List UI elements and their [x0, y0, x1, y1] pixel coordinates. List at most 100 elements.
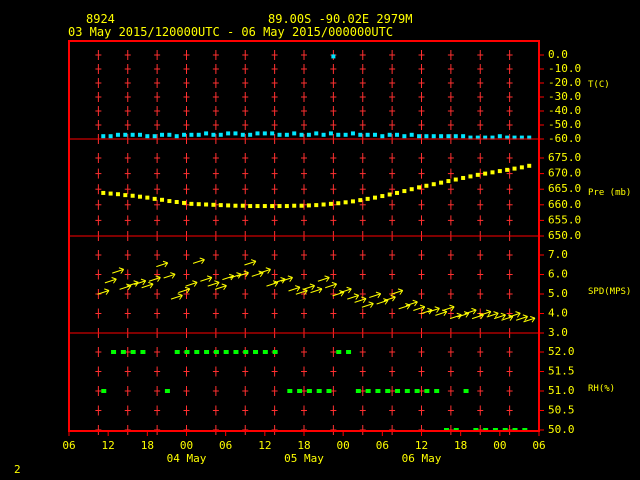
wind-arrow	[479, 309, 492, 317]
wind-arrow	[508, 311, 521, 318]
wind-arrow	[354, 296, 367, 304]
wind-arrow-head	[377, 293, 382, 299]
wind-arrow	[347, 293, 360, 300]
wind-arrow-head	[267, 269, 271, 274]
pressure-point	[270, 204, 275, 209]
temperature-point	[284, 132, 289, 137]
wind-arrow-head	[184, 286, 190, 290]
temperature-point	[343, 132, 348, 137]
temperature-point	[512, 135, 517, 140]
pressure-point	[101, 190, 106, 195]
wind-arrow-head	[480, 314, 484, 320]
wind-arrow	[339, 286, 352, 294]
rh-point	[233, 350, 239, 354]
wind-arrow-head	[265, 267, 271, 270]
rh-point	[434, 389, 440, 393]
pressure-point	[402, 189, 407, 194]
temperature-point	[358, 132, 363, 137]
y-tick-label: 665.0	[548, 182, 581, 195]
y-tick-label: -40.0	[548, 104, 581, 117]
wind-arrow-head	[192, 280, 198, 283]
wind-arrow-head	[206, 275, 212, 278]
rh-point	[111, 350, 117, 354]
wind-arrow-head	[355, 295, 360, 300]
wind-arrow	[134, 278, 147, 286]
wind-arrow	[317, 275, 330, 282]
y-tick-label: 4.0	[548, 307, 568, 320]
rh-point	[336, 350, 342, 354]
wind-arrow-head	[157, 277, 161, 282]
wind-arrow-shaft	[185, 281, 198, 287]
x-tick-label: 00	[180, 439, 193, 452]
temperature-point	[101, 134, 106, 139]
rh-point	[204, 350, 210, 354]
wind-arrow-head	[450, 306, 455, 312]
wind-arrow-head	[164, 262, 169, 268]
temperature-point	[182, 132, 187, 137]
temperature-point	[372, 132, 377, 137]
wind-arrow-head	[318, 288, 323, 294]
wind-arrow-shaft	[156, 262, 168, 268]
rh-point	[355, 389, 361, 393]
wind-arrow-head	[250, 259, 257, 262]
temperature-point	[505, 135, 510, 140]
wind-arrow-head	[449, 304, 455, 308]
temperature-point	[365, 132, 370, 137]
wind-arrow-head	[346, 286, 352, 290]
wind-arrow-head	[120, 269, 125, 274]
temperature-point	[409, 132, 414, 137]
wind-arrow-head	[140, 278, 146, 282]
wind-arrow	[192, 257, 205, 265]
temperature-point	[240, 132, 245, 137]
pressure-point	[145, 195, 150, 200]
wind-arrow-head	[193, 282, 198, 287]
wind-arrow-head	[419, 304, 425, 308]
temperature-point	[204, 131, 209, 136]
pressure-point	[137, 194, 142, 199]
rh-point	[346, 350, 352, 354]
wind-arrow-head	[127, 285, 132, 291]
wind-arrow-head	[208, 277, 213, 282]
temperature-point	[299, 132, 304, 137]
wind-arrow	[413, 304, 426, 312]
y-tick-label: -20.0	[548, 76, 581, 89]
wind-arrow-shaft	[303, 285, 315, 290]
wind-arrow-head	[142, 280, 147, 286]
wind-arrow-head	[509, 316, 514, 321]
temperature-point	[475, 135, 480, 140]
wind-arrow-head	[215, 282, 220, 287]
wind-arrow	[200, 275, 213, 282]
wind-arrow-head	[155, 275, 161, 278]
wind-arrow-shaft	[471, 314, 484, 320]
y-tick-label: 3.0	[548, 326, 568, 339]
wind-arrow	[310, 286, 323, 294]
wind-arrow-shaft	[435, 311, 447, 316]
pressure-point	[358, 198, 363, 203]
temperature-point	[167, 132, 172, 137]
wind-arrow-head	[221, 283, 227, 287]
wind-arrow-head	[390, 294, 396, 298]
pressure-point	[196, 202, 201, 207]
x-date-label: 04 May	[167, 452, 207, 465]
wind-arrow	[383, 294, 396, 302]
wind-arrow-shaft	[398, 304, 411, 310]
wind-arrow-head	[370, 303, 374, 308]
y-tick-label: -60.0	[548, 132, 581, 145]
wind-arrow-shaft	[479, 311, 492, 316]
wind-arrow-head	[162, 260, 168, 264]
wind-arrow-head	[471, 307, 477, 311]
wind-arrow	[112, 267, 125, 274]
wind-arrow-head	[236, 272, 242, 275]
temperature-point	[292, 131, 297, 136]
wind-arrow-head	[531, 317, 536, 323]
wind-arrow-shaft	[236, 272, 249, 277]
wind-arrow-shaft	[258, 268, 271, 274]
pressure-point	[527, 163, 532, 168]
temperature-point	[218, 132, 223, 137]
temperature-point	[461, 134, 466, 139]
pressure-point	[226, 203, 231, 208]
wind-arrow-shaft	[457, 312, 469, 318]
wind-arrow-head	[384, 299, 389, 305]
rh-point	[272, 350, 278, 354]
